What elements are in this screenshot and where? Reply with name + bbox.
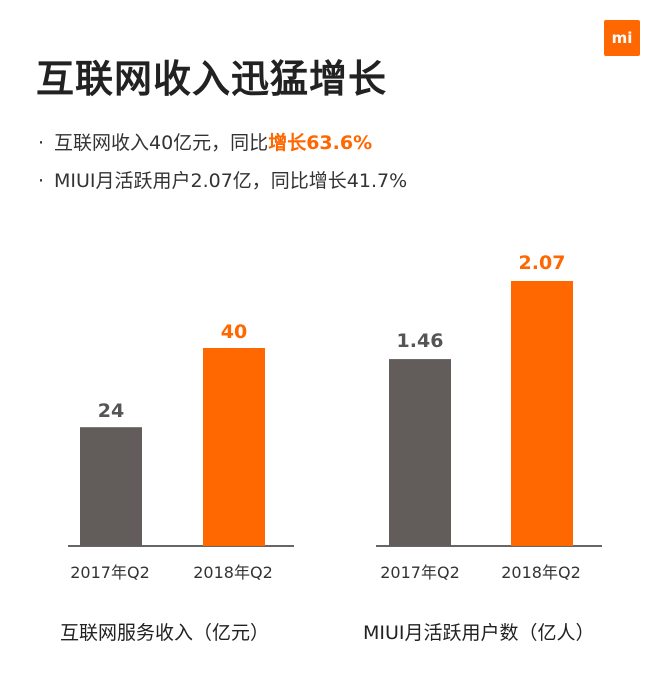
category-label: 2018年Q2: [501, 563, 581, 582]
bullet-dot: ·: [38, 132, 45, 154]
bullet-miui: · MIUI月活跃用户2.07亿，同比增长41.7%: [38, 166, 407, 193]
bar: [389, 359, 451, 546]
bullet-dot: ·: [38, 170, 45, 192]
data-label: 2.07: [519, 252, 566, 274]
mi-logo-text: mi: [611, 29, 633, 47]
bar: [80, 427, 142, 546]
data-label: 24: [98, 400, 124, 422]
chart-title-mau: MIUI月活跃用户数（亿人）: [363, 622, 595, 644]
mi-logo: mi: [604, 20, 640, 56]
chart-title-revenue: 互联网服务收入（亿元）: [60, 622, 270, 644]
bullet-revenue: · 互联网收入40亿元，同比增长63.6%: [38, 128, 372, 155]
bullet-revenue-highlight: 增长63.6%: [268, 132, 373, 154]
bullet-revenue-text: 互联网收入40亿元，同比: [54, 132, 269, 154]
category-label: 2017年Q2: [70, 563, 150, 582]
category-label: 2017年Q2: [380, 563, 460, 582]
page-title: 互联网收入迅猛增长: [36, 57, 388, 101]
bar: [511, 281, 573, 546]
bar: [203, 348, 265, 546]
category-label: 2018年Q2: [193, 563, 273, 582]
data-label: 40: [221, 321, 247, 343]
bullet-miui-text: MIUI月活跃用户2.07亿，同比增长41.7%: [54, 170, 408, 192]
data-label: 1.46: [397, 330, 444, 352]
